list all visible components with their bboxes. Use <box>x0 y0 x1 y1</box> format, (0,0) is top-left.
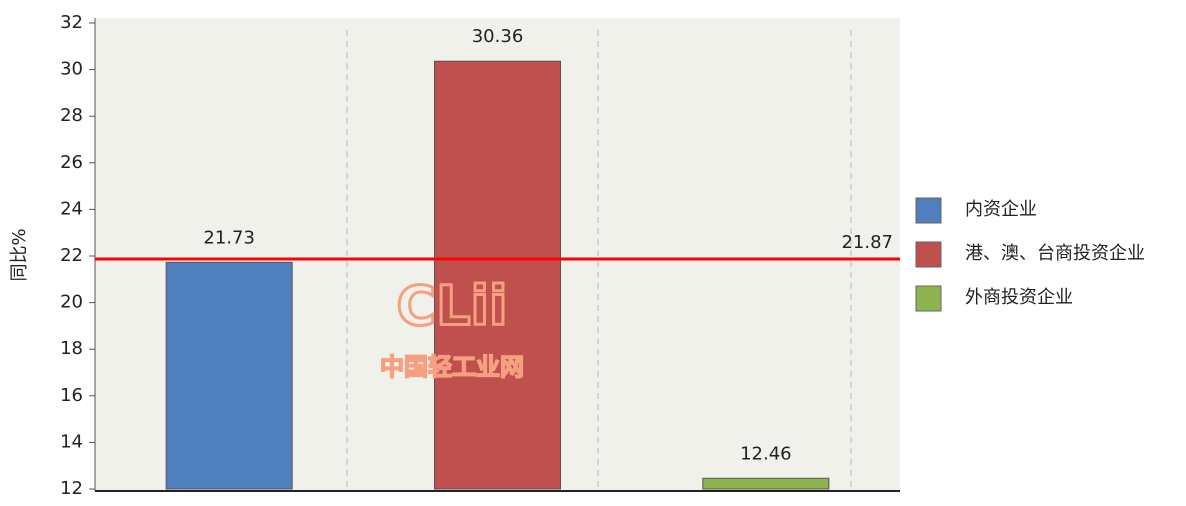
y-tick-label: 16 <box>60 385 83 406</box>
bar <box>434 60 561 490</box>
y-tick-label: 12 <box>60 478 83 499</box>
y-tick-label: 26 <box>60 152 83 173</box>
legend-swatch <box>915 197 942 224</box>
y-tick-label: 14 <box>60 431 83 452</box>
legend-label: 港、澳、台商投资企业 <box>965 243 1145 264</box>
y-tick-label: 20 <box>60 292 83 313</box>
legend-swatch <box>915 285 942 312</box>
y-tick-label: 30 <box>60 59 83 80</box>
data-label: 12.46 <box>740 443 792 464</box>
data-label: 21.73 <box>203 227 255 248</box>
y-tick-label: 32 <box>60 12 83 33</box>
watermark-text: 中国轻工业网 <box>380 353 524 381</box>
legend-swatch <box>915 241 942 268</box>
watermark-logo: CLii <box>396 275 507 338</box>
legend-label: 内资企业 <box>965 199 1037 220</box>
legend-label: 外商投资企业 <box>965 287 1073 308</box>
y-tick-label: 24 <box>60 198 83 219</box>
reference-label: 21.87 <box>841 232 893 253</box>
y-tick-label: 18 <box>60 338 83 359</box>
y-tick-label: 28 <box>60 105 83 126</box>
y-axis-label: 同比% <box>9 228 30 281</box>
bar <box>702 477 830 490</box>
data-label: 30.36 <box>472 26 524 47</box>
bar <box>165 261 293 490</box>
y-tick-label: 22 <box>60 245 83 266</box>
